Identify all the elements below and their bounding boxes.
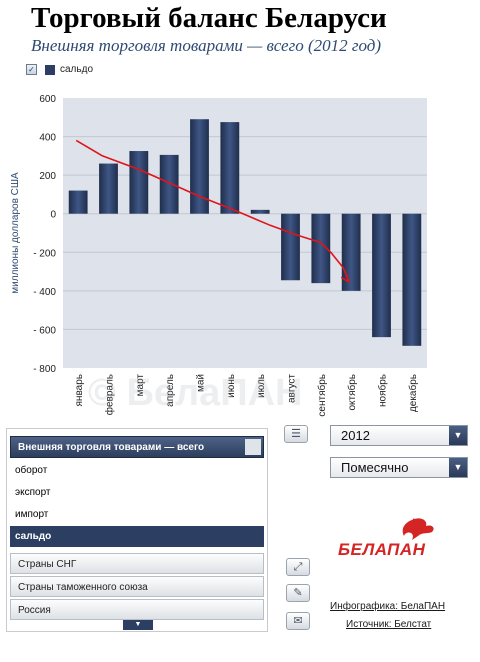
x-tick-label: декабрь <box>407 374 419 412</box>
bar-11 <box>372 213 391 338</box>
group-customs-union[interactable]: Страны таможенного союза <box>10 576 264 597</box>
bar-3 <box>129 151 149 214</box>
bar-6 <box>220 122 240 214</box>
bar-5 <box>190 119 209 214</box>
bar-4 <box>159 154 179 214</box>
x-tick-label: июль <box>256 374 267 398</box>
y-tick-label: 600 <box>39 94 56 105</box>
bar-7 <box>250 209 270 214</box>
option-oborot[interactable]: оборот <box>15 465 48 476</box>
y-tick-label: 200 <box>39 171 56 182</box>
infographic-link[interactable]: Инфографика: БелаПАН <box>330 601 446 612</box>
legend-label: сальдо <box>60 64 94 75</box>
legend-swatch <box>45 64 55 75</box>
option-export[interactable]: экспорт <box>15 487 51 498</box>
y-tick-label: - 800 <box>33 364 56 375</box>
x-tick-label: август <box>287 374 298 403</box>
period-select-value: Помесячно <box>341 460 409 475</box>
group-russia[interactable]: Россия <box>10 599 264 620</box>
y-tick-label: 400 <box>39 133 56 144</box>
y-tick-label: - 600 <box>33 325 56 336</box>
year-select-value: 2012 <box>341 428 370 443</box>
watermark: © БелаПАН <box>88 372 303 414</box>
group-cis[interactable]: Страны СНГ <box>10 553 264 574</box>
speech-icon[interactable]: ✉ <box>286 612 310 630</box>
indicator-panel: Внешняя торговля товарами — всего оборот… <box>6 428 268 632</box>
source-link[interactable]: Источник: Белстат <box>346 619 432 630</box>
legend-checkbox[interactable]: ✓ <box>26 64 37 75</box>
option-saldo[interactable]: сальдо <box>10 526 264 547</box>
x-tick-label: ноябрь <box>377 374 389 407</box>
x-tick-label: июнь <box>226 374 237 398</box>
period-select-arrow-icon[interactable]: ▼ <box>449 458 467 477</box>
annotation-arrowhead <box>340 271 350 283</box>
y-tick-label: 0 <box>50 210 56 221</box>
x-tick-label: апрель <box>165 374 176 407</box>
y-tick-label: - 200 <box>33 248 56 259</box>
belapan-logo-text: БЕЛАПАН <box>338 540 426 559</box>
indicator-dropdown[interactable]: Внешняя торговля товарами — всего <box>10 436 264 458</box>
year-select-arrow-icon[interactable]: ▼ <box>449 426 467 445</box>
x-tick-label: март <box>135 374 146 397</box>
belapan-logo-icon <box>402 518 434 540</box>
bar-1 <box>68 190 88 214</box>
plot-area <box>63 98 427 368</box>
x-tick-label: май <box>196 374 207 392</box>
period-select[interactable]: Помесячно ▼ <box>330 457 468 478</box>
table-icon[interactable]: ☰ <box>284 425 308 443</box>
annotation-line <box>75 139 350 283</box>
x-tick-label: сентябрь <box>316 374 328 417</box>
x-tick-label: февраль <box>104 374 116 415</box>
y-tick-label: - 400 <box>33 287 56 298</box>
bar-8 <box>281 213 300 281</box>
chart-legend: ✓ сальдо <box>26 64 93 75</box>
dropdown-toggle-icon[interactable] <box>245 439 261 455</box>
option-import[interactable]: импорт <box>15 509 49 520</box>
page-subtitle: Внешняя торговля товарами — всего (2012 … <box>31 36 382 55</box>
comment-icon[interactable]: ✎ <box>286 584 310 602</box>
bar-12 <box>402 213 422 346</box>
bar-9 <box>311 213 331 284</box>
trade-balance-chart: 600 400 200 0 - 200 - 400 - 600 - 800 миллионы д… <box>10 94 427 417</box>
bar-10 <box>341 213 361 291</box>
expand-icon[interactable]: ⤢ <box>286 558 310 576</box>
bar-2 <box>99 163 118 214</box>
page-title: Торговый баланс Беларуси <box>31 2 387 34</box>
year-select[interactable]: 2012 ▼ <box>330 425 468 446</box>
y-axis-label: миллионы долларов США <box>10 172 21 294</box>
indicator-dropdown-label: Внешняя торговля товарами — всего <box>18 442 205 453</box>
scroll-down-icon[interactable]: ▼ <box>123 620 153 630</box>
x-tick-label: январь <box>74 374 85 406</box>
x-tick-label: октябрь <box>346 374 358 411</box>
